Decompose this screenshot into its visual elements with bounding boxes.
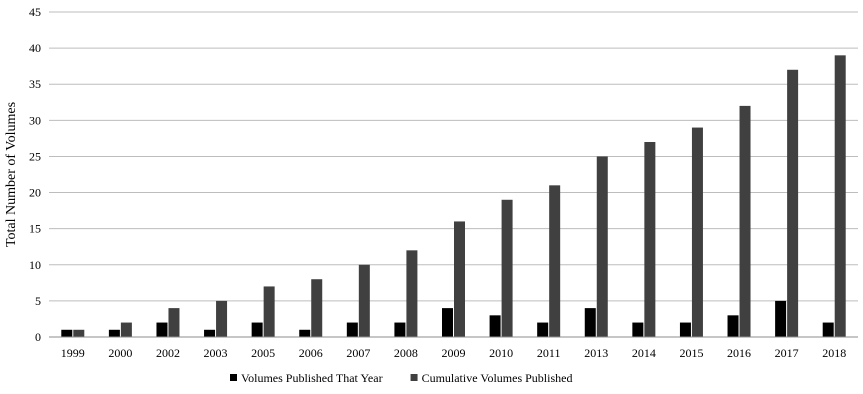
- bar-yearly-2002: [156, 322, 168, 337]
- y-tick-label-10: 10: [29, 258, 41, 272]
- bar-yearly-2016: [727, 315, 739, 337]
- bar-cumulative-2003: [216, 300, 228, 337]
- bar-cumulative-2008: [406, 250, 418, 337]
- y-tick-label-30: 30: [29, 113, 41, 127]
- legend-label-yearly: Volumes Published That Year: [241, 371, 383, 385]
- x-tick-label-2008: 2008: [394, 346, 418, 360]
- y-tick-label-45: 45: [29, 5, 41, 19]
- y-axis-title: Total Number of Volumes: [4, 102, 19, 247]
- y-tick-label-5: 5: [35, 294, 41, 308]
- x-tick-label-2015: 2015: [679, 346, 703, 360]
- bar-yearly-2003: [204, 329, 216, 337]
- x-tick-label-2018: 2018: [822, 346, 846, 360]
- y-tick-label-35: 35: [29, 77, 41, 91]
- y-tick-label-0: 0: [35, 330, 41, 344]
- x-tick-label-2003: 2003: [204, 346, 228, 360]
- bar-cumulative-2017: [787, 69, 799, 338]
- bar-cumulative-2002: [168, 308, 180, 337]
- bar-yearly-2006: [299, 329, 311, 337]
- legend-swatch-cumulative: [410, 374, 418, 381]
- x-tick-label-2013: 2013: [584, 346, 608, 360]
- bar-cumulative-2009: [454, 221, 465, 337]
- y-tick-label-40: 40: [29, 41, 41, 55]
- legend: Volumes Published That Year Cumulative Vo…: [230, 371, 572, 385]
- x-tick-label-2005: 2005: [251, 346, 275, 360]
- x-tick-label-2007: 2007: [346, 346, 370, 360]
- bar-cumulative-2018: [834, 55, 846, 337]
- x-tick-label-1999: 1999: [61, 346, 85, 360]
- y-tick-label-25: 25: [29, 149, 41, 163]
- bar-yearly-2015: [679, 322, 691, 337]
- bar-yearly-2014: [632, 322, 644, 337]
- bar-yearly-2018: [822, 322, 834, 337]
- bar-yearly-2007: [346, 322, 358, 337]
- bar-cumulative-1999: [73, 329, 85, 337]
- bar-cumulative-2000: [120, 322, 132, 337]
- bar-cumulative-2014: [644, 142, 656, 337]
- y-tick-label-20: 20: [29, 186, 41, 200]
- x-tick-label-2017: 2017: [775, 346, 799, 360]
- legend-swatch-yearly: [230, 374, 237, 381]
- x-tick-label-2010: 2010: [489, 346, 513, 360]
- bar-yearly-2010: [489, 315, 501, 337]
- bars: [61, 55, 846, 338]
- x-tick-label-2016: 2016: [727, 346, 751, 360]
- x-tick-label-2011: 2011: [537, 346, 561, 360]
- bar-yearly-2009: [442, 308, 453, 337]
- x-tick-label-2014: 2014: [632, 346, 656, 360]
- bar-cumulative-2015: [691, 127, 703, 337]
- bar-yearly-2017: [775, 300, 787, 337]
- y-axis-tick-labels: 0 5 10 15 20 25 30 35 40 45: [29, 5, 41, 344]
- bar-cumulative-2007: [358, 264, 370, 337]
- bar-cumulative-2011: [549, 185, 561, 337]
- bar-yearly-2013: [584, 308, 596, 337]
- bar-yearly-2011: [537, 322, 549, 337]
- bar-yearly-2000: [108, 329, 120, 337]
- bar-cumulative-2010: [501, 199, 513, 337]
- bar-yearly-2008: [394, 322, 406, 337]
- bar-yearly-1999: [61, 329, 73, 337]
- x-tick-label-2006: 2006: [299, 346, 323, 360]
- x-tick-label-2000: 2000: [108, 346, 132, 360]
- bar-cumulative-2016: [739, 105, 751, 337]
- bar-cumulative-2013: [596, 156, 608, 337]
- y-tick-label-15: 15: [29, 222, 41, 236]
- gridlines: [49, 11, 858, 302]
- x-tick-label-2002: 2002: [156, 346, 180, 360]
- bar-cumulative-2006: [311, 279, 323, 337]
- legend-label-cumulative: Cumulative Volumes Published: [422, 371, 573, 385]
- x-axis-tick-labels: 1999 2000 2002 2003 2005 2006 2007 2008 2009 2010…: [61, 346, 846, 360]
- x-tick-label-2009: 2009: [442, 346, 466, 360]
- bar-yearly-2005: [251, 322, 263, 337]
- bar-cumulative-2005: [263, 286, 275, 337]
